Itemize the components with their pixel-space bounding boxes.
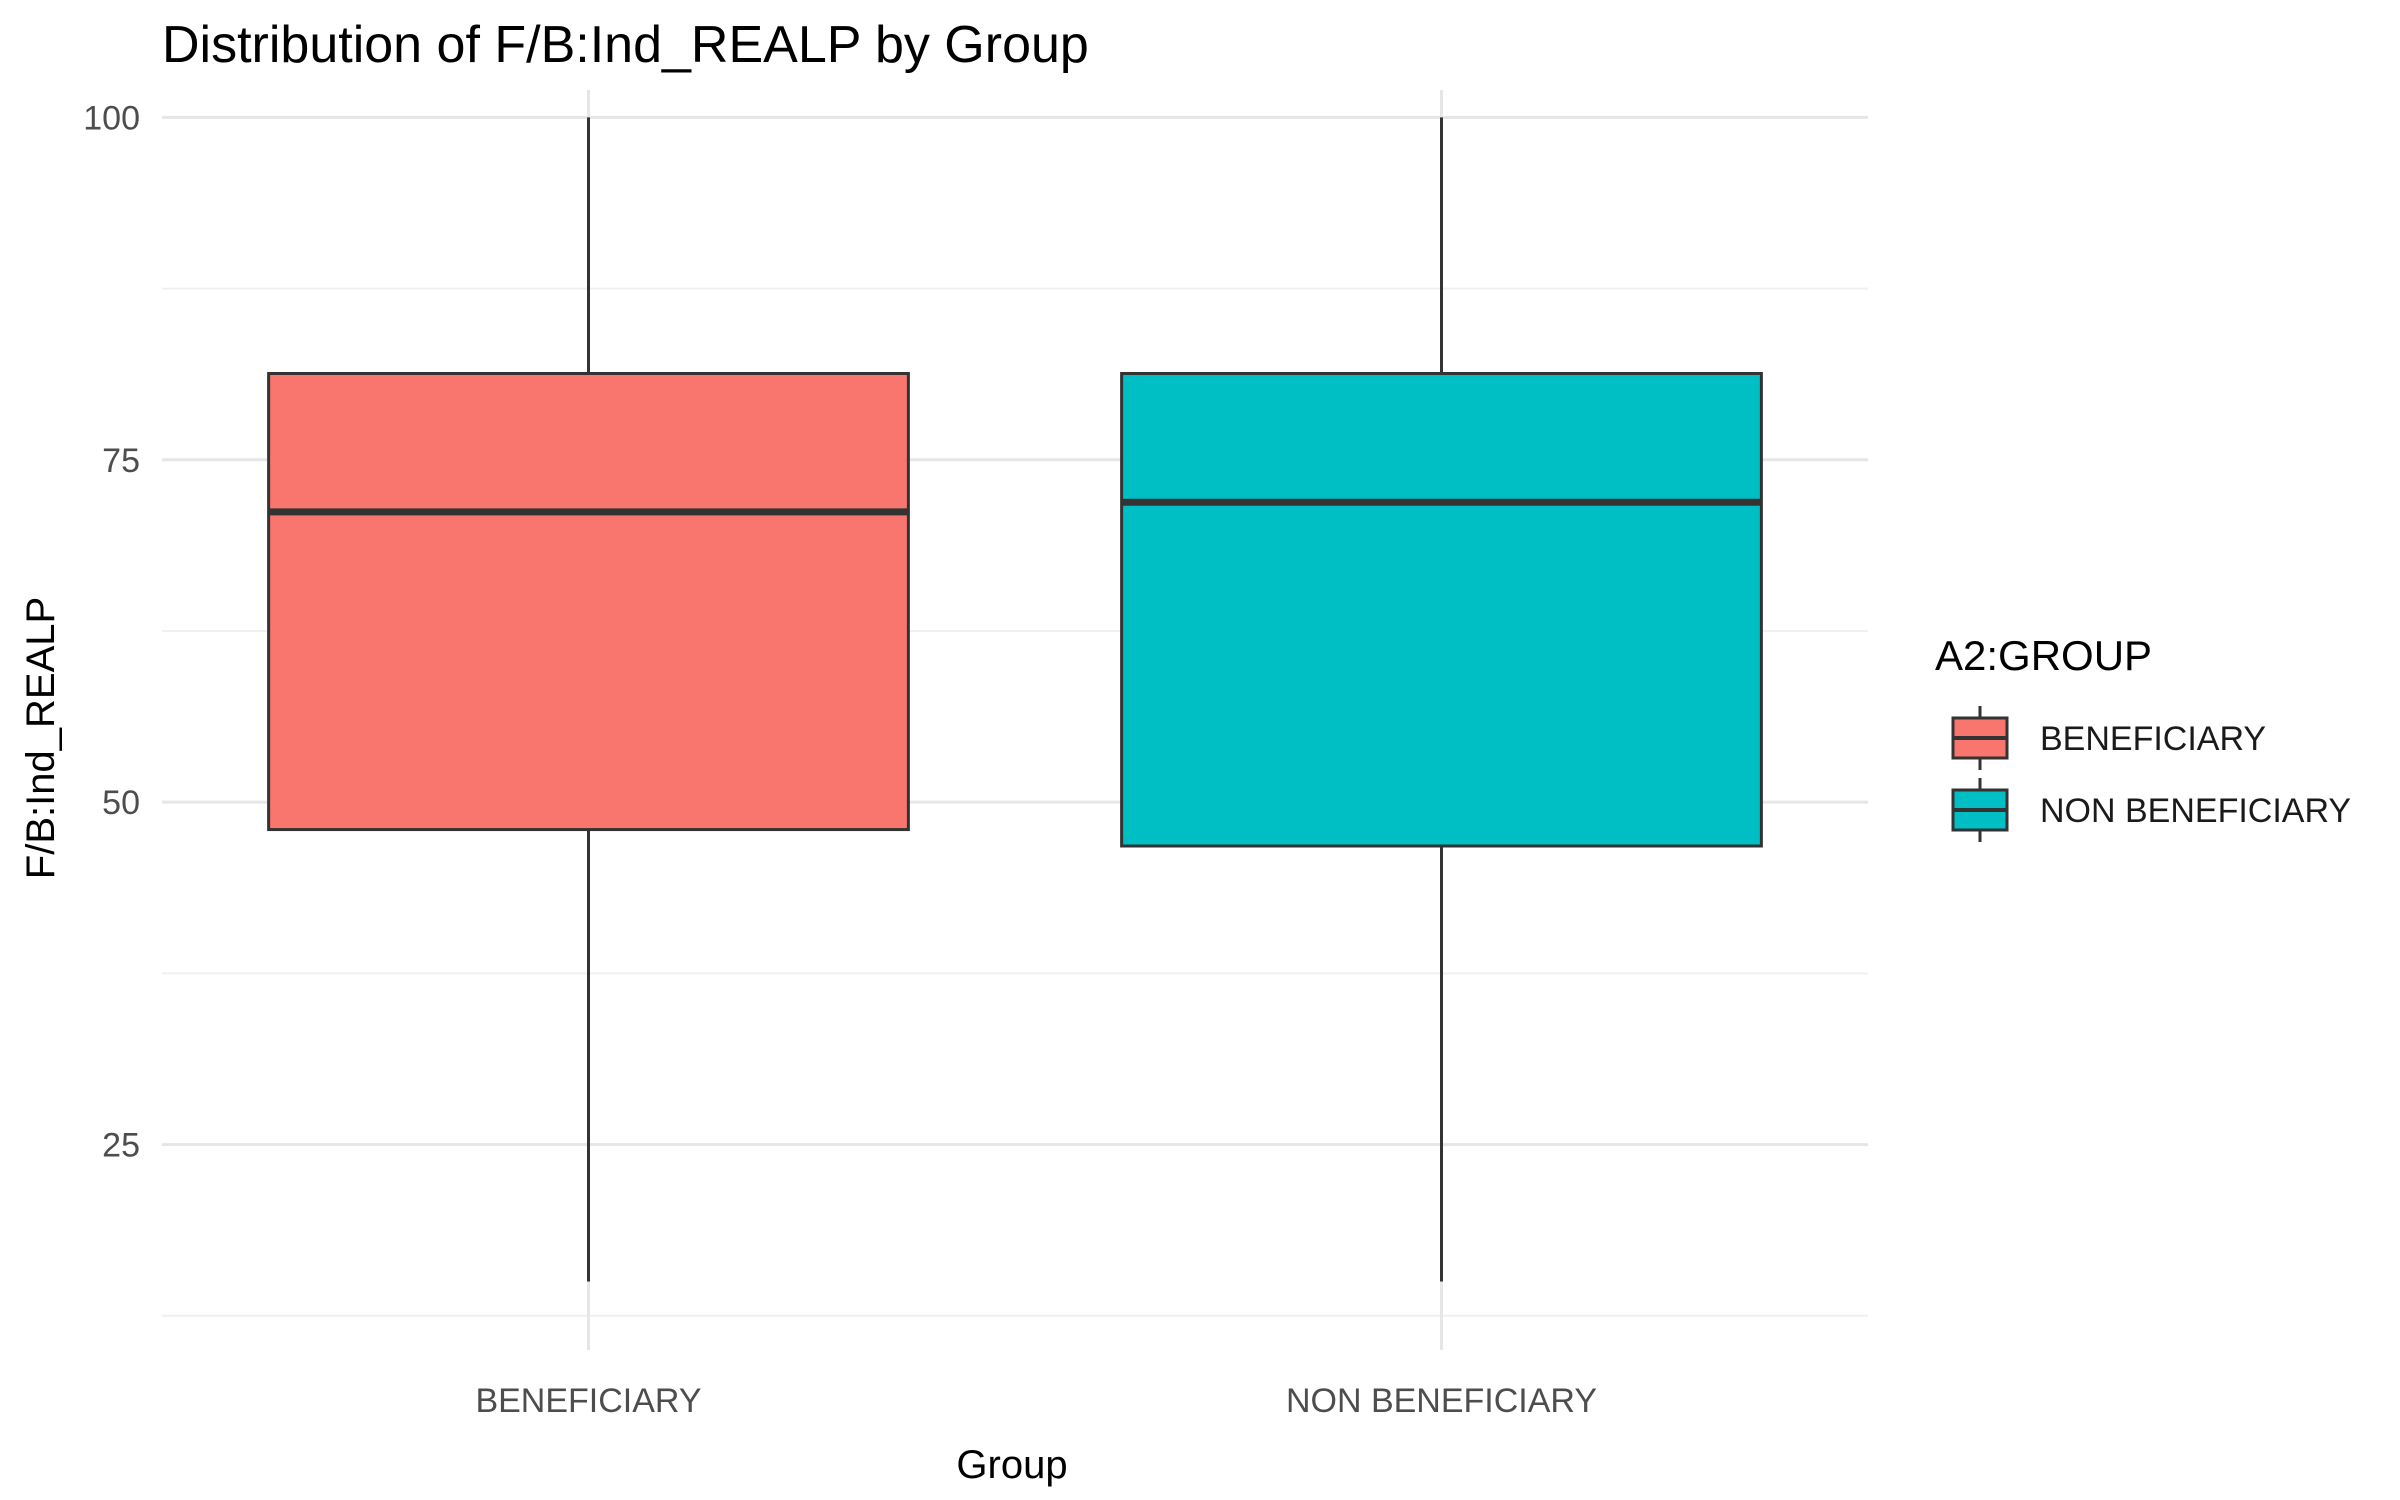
x-tick-label: NON BENEFICIARY [1286,1382,1597,1420]
y-tick-label: 75 [102,442,140,480]
legend-title: A2:GROUP [1935,632,2152,679]
x-axis-title: Group [956,1443,1067,1487]
legend-label: BENEFICIARY [2040,720,2266,758]
y-axis-title: F/B:Ind_REALP [19,597,63,879]
legend: A2:GROUP BENEFICIARY NON BENEFICIARY [1935,632,2351,842]
y-tick-label: 100 [83,99,140,137]
box-beneficiary [267,117,910,1282]
y-tick-label: 50 [102,784,140,822]
legend-entry: BENEFICIARY [1951,706,2266,770]
x-tick-label: BENEFICIARY [475,1382,701,1420]
y-axis-ticks: 25 50 75 100 [83,99,140,1164]
chart-title: Distribution of F/B:Ind_REALP by Group [162,16,1089,74]
box-non-beneficiary [1120,117,1763,1282]
y-tick-label: 25 [102,1127,140,1165]
legend-entry: NON BENEFICIARY [1951,778,2351,842]
iqr-box [267,372,910,832]
box-series [267,117,1763,1282]
legend-label: NON BENEFICIARY [2040,792,2351,830]
x-axis-ticks: BENEFICIARY NON BENEFICIARY [475,1382,1597,1420]
iqr-box [1120,372,1763,848]
